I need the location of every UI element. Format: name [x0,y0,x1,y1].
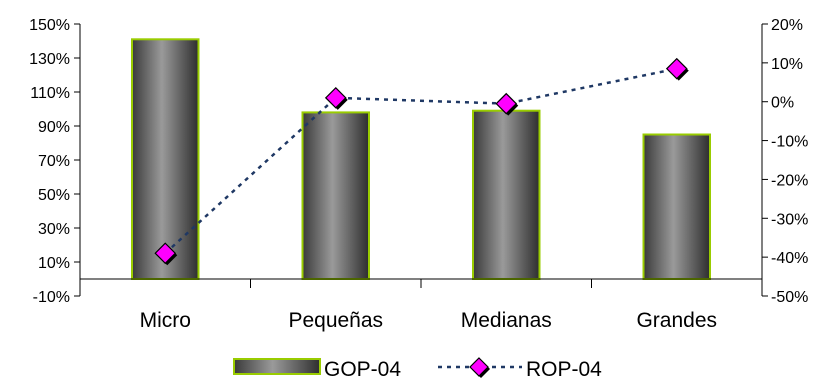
category-label: Medianas [461,309,552,332]
left-tick-label: 70% [38,153,70,170]
bar-series-gop-04 [131,38,711,281]
right-tick-label: -40% [771,250,808,267]
category-axis: Micro Pequeñas Medianas Grandes [140,309,717,332]
right-tick-label: 20% [771,17,803,34]
legend-swatch-gop-04 [233,358,321,375]
left-tick-label: 90% [38,119,70,136]
legend-label-rop-04: ROP-04 [526,358,602,381]
marker-grandes [665,57,688,80]
legend-label-gop-04: GOP-04 [324,358,401,381]
right-axis: -50% -40% -30% -20% -10% 0% 10% 20% [762,17,808,306]
rop-04-line [164,67,678,255]
category-label: Pequeñas [288,309,383,332]
left-tick-label: 110% [30,85,70,102]
line-series-rop-04 [154,57,689,266]
bar-medianas [472,109,541,280]
marker-pequeas [324,86,347,109]
left-tick-label: -10% [33,289,70,306]
marker-medianas [495,92,518,115]
left-tick-label: 50% [38,187,70,204]
left-tick-label: 150% [29,17,70,34]
marker-micro [154,242,177,265]
bar-grandes [642,133,711,280]
bar-micro [131,38,200,280]
right-tick-label: -10% [771,134,808,151]
left-tick-label: 10% [38,255,70,272]
left-axis: -10% 10% 30% 50% 70% 90% 110% 130% 150% [29,17,80,306]
category-label: Grandes [636,309,717,332]
category-label: Micro [140,309,191,332]
right-tick-label: -50% [771,289,808,306]
bar-pequeas [301,111,370,281]
left-tick-label: 130% [29,51,70,68]
right-tick-label: -20% [771,172,808,189]
left-tick-label: 30% [38,221,70,238]
right-tick-label: 10% [771,56,803,73]
axis-lines [79,24,763,296]
legend: GOP-04 ROP-04 [233,357,602,381]
right-tick-label: 0% [771,95,794,112]
right-tick-label: -30% [771,211,808,228]
legend-marker-rop-04 [469,357,489,377]
